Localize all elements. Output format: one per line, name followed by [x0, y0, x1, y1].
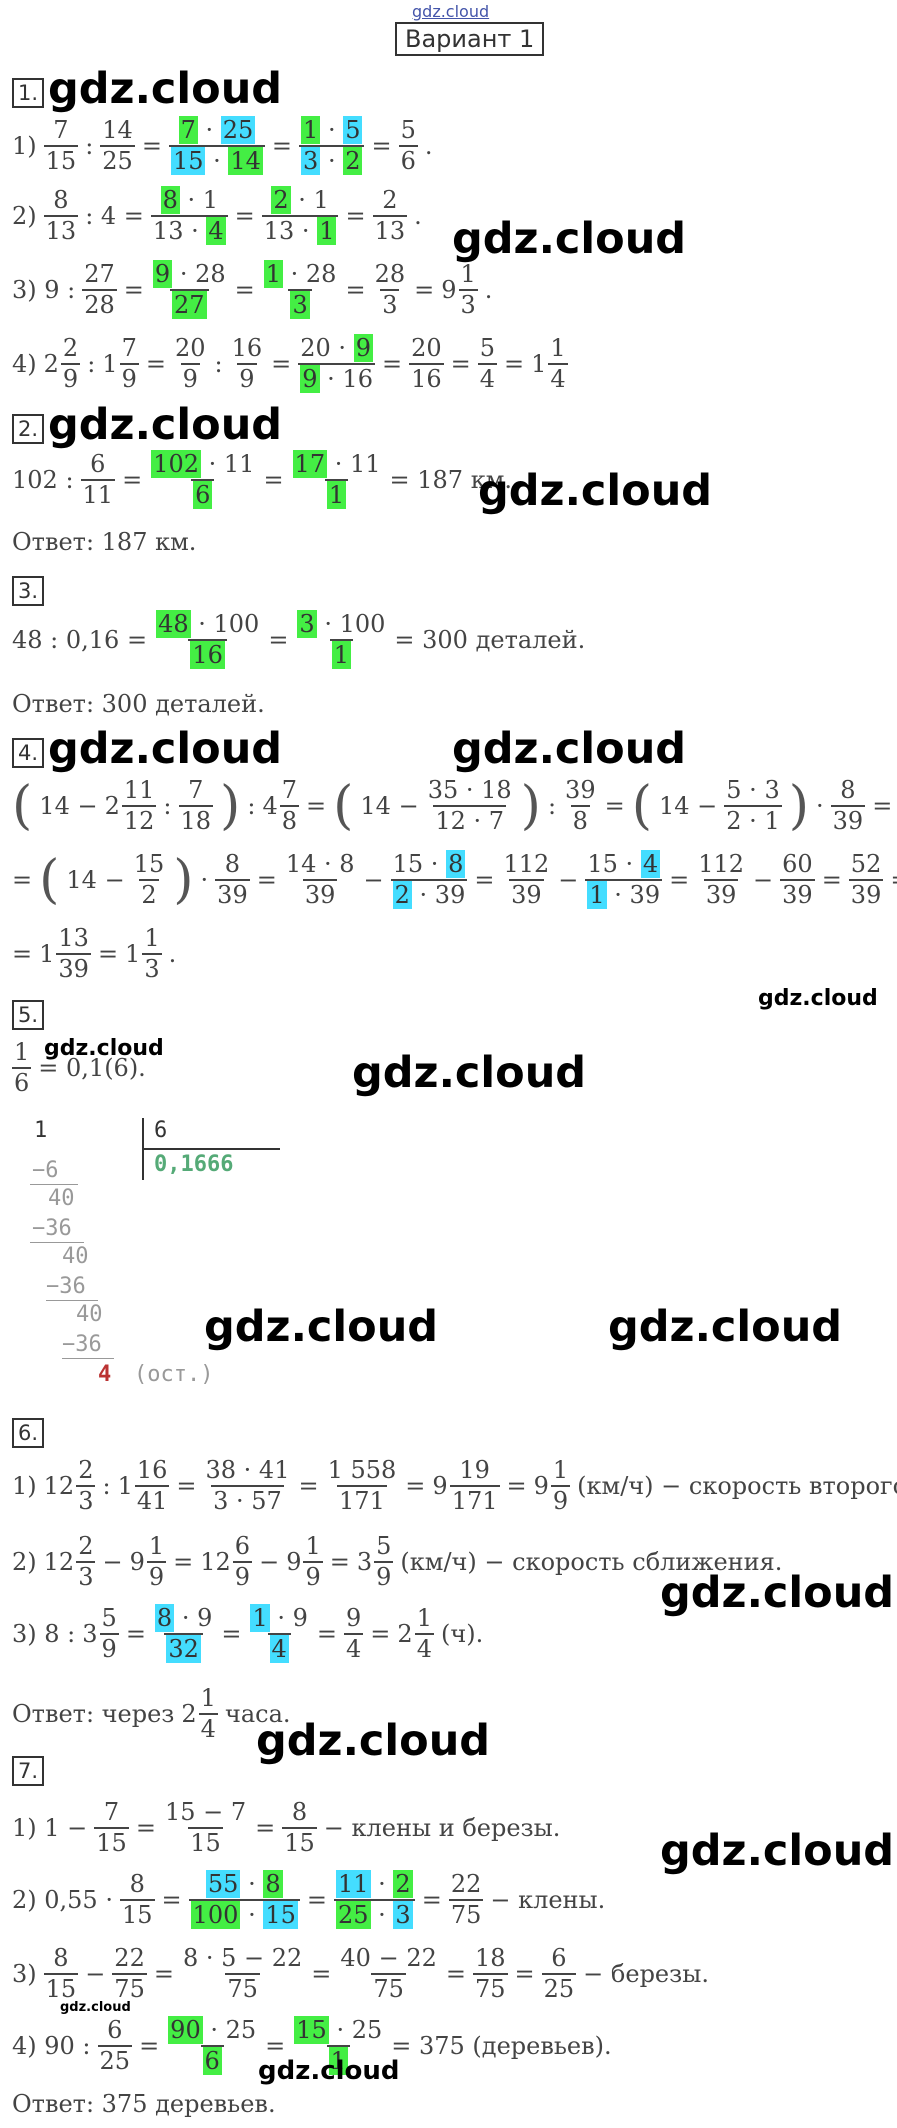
watermark: gdz.cloud	[204, 1302, 439, 1352]
watermark: gdz.cloud	[452, 214, 687, 264]
watermark: gdz.cloud	[608, 1302, 843, 1352]
task-number-4: 4.	[12, 738, 45, 768]
watermark: gdz.cloud	[256, 1716, 491, 1766]
task-number-2: 2.	[12, 414, 45, 444]
task-number-1: 1.	[12, 78, 45, 108]
watermark: gdz.cloud	[44, 1036, 164, 1061]
watermark: gdz.cloud	[660, 1568, 895, 1618]
task6-line1: 1) 12 2 3: 1 16 41 = 38 · 41 3 · 57 = 1 558 171 =…	[12, 1456, 897, 1516]
task7-line2: 2) 0,55 · 8 15 = 55 · 8 100 · 15 = 11 · 2 25 …	[12, 1870, 606, 1930]
task-number-5: 5.	[12, 1000, 45, 1030]
task7-line3: 3) 8 15− 22 75 = 8 · 5 − 22 75 = 40 − 22 75 = 1…	[12, 1944, 709, 2004]
watermark: gdz.cloud	[452, 724, 687, 774]
long-division: 1 6 0,1666 −6 40 −36 40 −36 40 −36 4 (ос…	[30, 1118, 280, 1398]
variant-title: Вариант 1	[395, 22, 545, 56]
task-number-3: 3.	[12, 576, 45, 606]
watermark: gdz.cloud	[352, 1048, 587, 1098]
watermark: gdz.cloud	[258, 2056, 400, 2086]
watermark: gdz.cloud	[60, 2000, 131, 2015]
task2-line1: 102 : 6 11 = 102 · 11 6 = 17 · 11 1 = 187 км.	[12, 450, 513, 510]
task2-answer: Ответ: 187 км.	[12, 528, 197, 556]
task7-line1: 1) 1 − 7 15 = 15 − 7 15 = 8 15 − клены и бере…	[12, 1798, 561, 1858]
task5-line1: 1 6 = 0,1(6).	[12, 1038, 146, 1098]
watermark: gdz.cloud	[48, 400, 283, 450]
task7-answer: Ответ: 375 деревьев.	[12, 2090, 276, 2118]
watermark: gdz.cloud	[660, 1826, 895, 1876]
watermark: gdz.cloud	[758, 986, 878, 1011]
task-number-6: 6.	[12, 1418, 45, 1448]
site-link[interactable]: gdz.cloud	[412, 2, 490, 21]
task4-line1: (14 − 2 11 12: 7 18): 4 7 8 = (14 − 35 · 18 12 …	[12, 776, 893, 837]
task3-answer: Ответ: 300 деталей.	[12, 690, 265, 718]
watermark: gdz.cloud	[48, 724, 283, 774]
watermark: gdz.cloud	[478, 466, 713, 516]
task3-line1: 48 : 0,16 = 48 · 100 16 = 3 · 100 1 = 300 де…	[12, 610, 586, 670]
watermark: gdz.cloud	[48, 64, 283, 114]
task7-line4: 4) 90 : 6 25 = 90 · 25 6 = 15 · 25 1 = 375 (де…	[12, 2016, 612, 2076]
task-number-7: 7.	[12, 1756, 45, 1786]
